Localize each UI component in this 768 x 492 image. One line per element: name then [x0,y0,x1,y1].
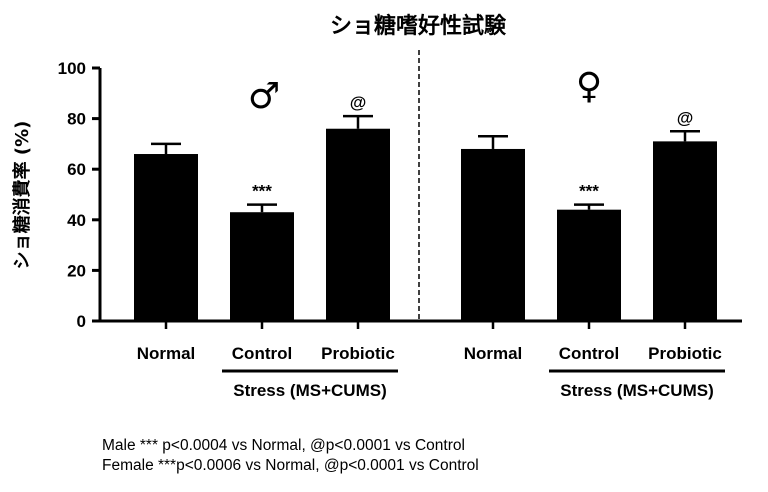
y-tick-label-40: 40 [67,211,86,230]
y-tick-label-100: 100 [58,59,86,78]
y-tick-label-20: 20 [67,261,86,280]
bar-male-control [230,212,294,321]
bar-male-normal [134,154,198,321]
bar-female-control [557,209,621,321]
y-tick-label-60: 60 [67,160,86,179]
category-label-female-probiotic: Probiotic [648,344,722,363]
footnote-male: Male *** p<0.0004 vs Normal, @p<0.0001 v… [102,437,465,454]
category-label-female-control: Control [559,344,619,363]
significance-female-2: @ [677,108,694,127]
labels: Normal Control *** Probiotic @ Stress (MS+CUM… [137,66,725,400]
significance-female-1: *** [579,182,599,201]
footnotes: Male *** p<0.0004 vs Normal, @p<0.0001 v… [102,436,479,476]
y-tick-label-0: 0 [77,312,86,331]
significance-male-2: @ [350,93,367,112]
stress-label-female: Stress (MS+CUMS) [560,381,714,400]
bar-male-probiotic [326,128,390,321]
footnote-female: Female ***p<0.0006 vs Normal, @p<0.0001 … [102,457,479,474]
stress-label-male: Stress (MS+CUMS) [233,381,387,400]
category-label-male-control: Control [232,344,292,363]
y-tick-label-80: 80 [67,110,86,129]
male-symbol-icon: ♂ [248,76,280,117]
bar-female-normal [461,148,525,321]
significance-male-1: *** [252,182,272,201]
bar-female-probiotic [653,141,717,321]
female-symbol-icon: ♀ [576,66,602,107]
y-axis-label: ショ糖消費率 (%) [11,121,33,270]
category-label-male-probiotic: Probiotic [321,344,395,363]
bars [134,114,717,321]
chart-title: ショ糖嗜好性試験 [330,13,507,39]
axes: 0 20 40 60 80 100 [58,50,742,331]
category-label-male-normal: Normal [137,344,196,363]
category-label-female-normal: Normal [464,344,523,363]
